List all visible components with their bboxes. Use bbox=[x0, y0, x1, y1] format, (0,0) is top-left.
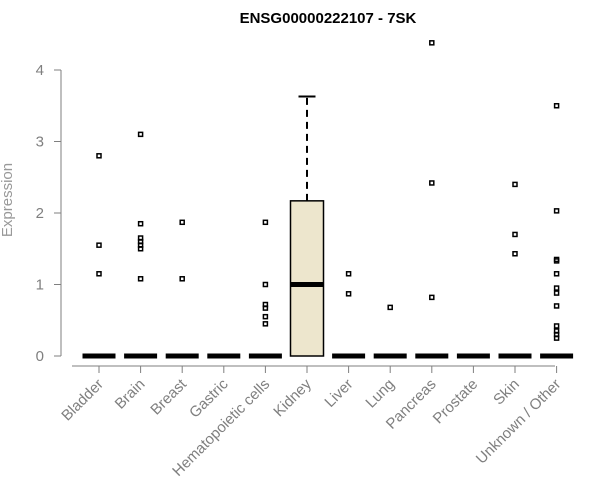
x-tick-label: Breast bbox=[147, 375, 190, 418]
outlier-point bbox=[137, 276, 144, 282]
outlier-point bbox=[96, 153, 102, 159]
outlier-point bbox=[387, 304, 393, 311]
y-tick-label: 3 bbox=[36, 134, 44, 151]
box-group bbox=[498, 181, 532, 359]
box-group bbox=[540, 103, 574, 359]
outlier-point bbox=[553, 208, 560, 214]
outlier-point bbox=[553, 285, 560, 291]
outlier-point bbox=[553, 258, 560, 264]
box-group bbox=[415, 40, 449, 359]
x-tick-label: Liver bbox=[321, 376, 356, 411]
outlier-point bbox=[262, 281, 269, 288]
outlier-point bbox=[345, 291, 352, 297]
outlier-point bbox=[512, 251, 518, 257]
y-axis: 0 1 2 3 4 bbox=[36, 62, 62, 365]
outlier-point bbox=[137, 220, 144, 227]
y-axis-ticks: 0 1 2 3 4 bbox=[36, 62, 61, 365]
outlier-point bbox=[429, 180, 435, 186]
y-tick-label: 4 bbox=[36, 62, 44, 79]
box-group bbox=[332, 271, 366, 359]
outlier-point bbox=[553, 103, 560, 109]
x-tick-label: Bladder bbox=[58, 376, 107, 425]
y-axis-title: Expression bbox=[0, 163, 16, 237]
x-tick-label: Kidney bbox=[270, 375, 315, 420]
y-tick-label: 1 bbox=[36, 277, 44, 294]
box-group bbox=[248, 219, 282, 359]
outlier-point bbox=[429, 294, 435, 301]
outlier-point bbox=[179, 219, 185, 226]
outlier-point bbox=[345, 271, 352, 277]
plot-area bbox=[82, 40, 574, 359]
box-group bbox=[289, 95, 325, 357]
outlier-point bbox=[179, 276, 185, 282]
box-iqr bbox=[289, 200, 325, 357]
outlier-point bbox=[512, 181, 518, 188]
x-tick-label: Lung bbox=[362, 376, 398, 412]
outlier-point bbox=[553, 271, 560, 277]
x-tick-label: Prostate bbox=[430, 376, 482, 428]
box-group bbox=[124, 131, 158, 359]
y-tick-label: 0 bbox=[36, 348, 44, 365]
outlier-point bbox=[262, 219, 269, 226]
x-tick-label: Brain bbox=[112, 376, 149, 413]
outlier-point bbox=[137, 131, 144, 138]
outlier-point bbox=[553, 303, 560, 309]
outlier-point bbox=[429, 40, 435, 46]
x-tick-label: Skin bbox=[490, 376, 523, 409]
chart-title: ENSG00000222107 - 7SK bbox=[240, 10, 417, 27]
outlier-point bbox=[512, 231, 518, 238]
outlier-point bbox=[262, 305, 269, 311]
outlier-point bbox=[262, 321, 269, 327]
box-group bbox=[82, 153, 116, 359]
outlier-point bbox=[553, 323, 560, 329]
outlier-point bbox=[137, 246, 144, 252]
outlier-point bbox=[96, 242, 102, 248]
y-tick-label: 2 bbox=[36, 205, 44, 222]
outlier-point bbox=[553, 290, 560, 296]
box-group bbox=[165, 219, 199, 359]
outlier-point bbox=[553, 335, 560, 341]
outlier-point bbox=[96, 271, 102, 277]
box-group bbox=[373, 304, 407, 359]
outlier-point bbox=[262, 313, 269, 320]
